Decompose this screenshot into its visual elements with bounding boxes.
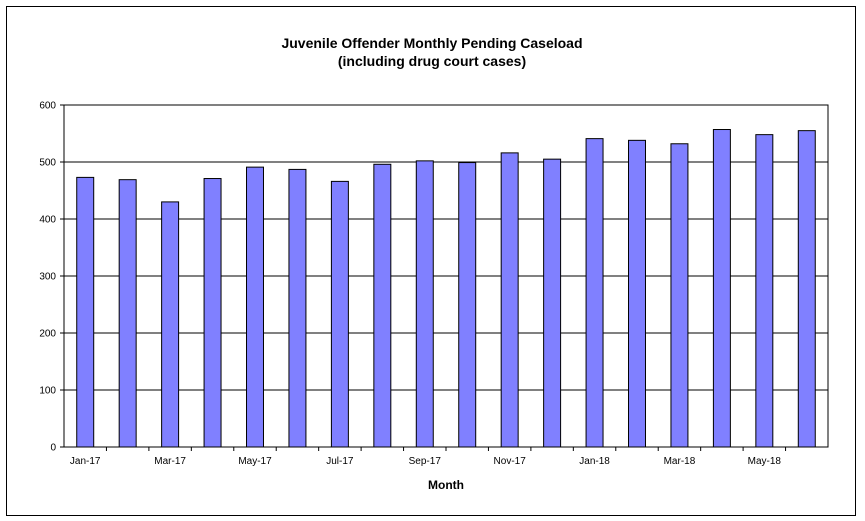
y-tick-label: 500 xyxy=(39,158,56,169)
chart-subtitle: (including drug court cases) xyxy=(338,53,526,69)
bar-Feb-18 xyxy=(628,139,646,448)
x-tick-label: Mar-18 xyxy=(664,456,696,467)
chart-title: Juvenile Offender Monthly Pending Caselo… xyxy=(281,35,582,51)
x-tick-label: Jul-17 xyxy=(326,456,354,467)
bar-Oct-17 xyxy=(458,162,477,448)
bar-Jul-17 xyxy=(330,180,349,448)
x-tick-label: Jan-17 xyxy=(70,456,101,467)
gridlines xyxy=(64,161,828,391)
bar-Apr-18 xyxy=(712,129,731,448)
x-axis-title: Month xyxy=(428,478,464,492)
bar-May-17 xyxy=(246,166,264,448)
bar-Mar-18 xyxy=(670,143,689,448)
bars xyxy=(76,129,816,448)
x-tick-label: May-17 xyxy=(238,456,272,467)
bar-Sep-17 xyxy=(415,160,434,448)
bar-Feb-17 xyxy=(118,179,137,448)
x-tick-label: Sep-17 xyxy=(409,456,442,467)
bar-Jan-17 xyxy=(76,176,95,448)
y-tick-label: 600 xyxy=(39,101,56,112)
x-tick-label: Mar-17 xyxy=(154,456,186,467)
y-tick-label: 200 xyxy=(39,329,56,340)
bar-Nov-17 xyxy=(500,152,519,448)
y-tick-label: 0 xyxy=(50,443,56,454)
y-tick-label: 100 xyxy=(39,386,56,397)
x-tick-label: Jan-18 xyxy=(579,456,610,467)
bar-Jan-18 xyxy=(585,138,604,448)
bar-Aug-17 xyxy=(373,163,392,448)
x-tick-label: May-18 xyxy=(748,456,782,467)
y-axis: 0 100 200 300 400 500 600 xyxy=(39,101,64,454)
x-axis: Jan-17 Mar-17 May-17 Jul-17 Sep-17 Nov-17 Jan-… xyxy=(70,447,787,467)
x-tick-label: Nov-17 xyxy=(494,456,527,467)
y-tick-label: 400 xyxy=(39,215,56,226)
bar-Mar-17 xyxy=(161,201,180,448)
bar-Apr-17 xyxy=(203,178,222,448)
bar-Jun-18 xyxy=(797,130,816,448)
bar-Dec-17 xyxy=(543,158,562,448)
y-tick-label: 300 xyxy=(39,272,56,283)
bar-May-18 xyxy=(755,134,774,448)
bar-Jun-17 xyxy=(288,168,307,448)
